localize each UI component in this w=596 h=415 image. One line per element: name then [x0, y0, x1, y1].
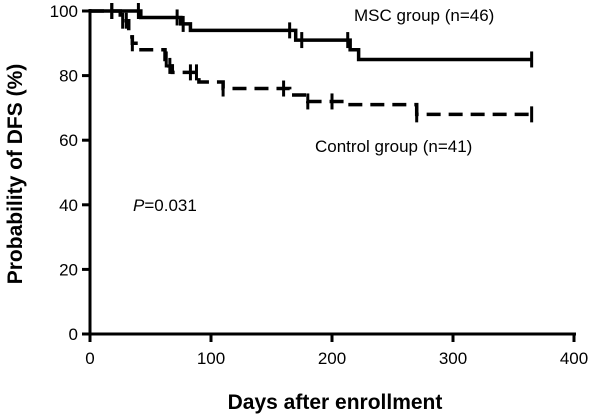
x-tick-label: 200	[318, 349, 346, 368]
y-axis-title: Probability of DFS (%)	[4, 64, 27, 285]
x-tick-label: 400	[560, 349, 588, 368]
y-tick-label: 0	[69, 325, 78, 344]
series-layer	[90, 3, 534, 123]
labels: Days after enrollment Probability of DFS…	[4, 6, 494, 414]
y-tick-label: 60	[59, 131, 78, 150]
p-value-annotation: P=0.031	[133, 196, 197, 215]
control-survival-curve	[90, 9, 532, 117]
msc-survival-curve	[90, 9, 532, 62]
y-tick-label: 80	[59, 67, 78, 86]
x-tick-label: 300	[439, 349, 467, 368]
p-value-number: =0.031	[144, 196, 196, 215]
x-axis-title: Days after enrollment	[228, 391, 443, 414]
y-tick-label: 100	[50, 2, 78, 21]
x-tick-label: 100	[197, 349, 225, 368]
control-group-label: Control group (n=41)	[315, 137, 472, 156]
x-tick-label: 0	[85, 349, 94, 368]
p-value-letter: P	[133, 196, 145, 215]
y-tick-label: 40	[59, 196, 78, 215]
y-tick-label: 20	[59, 260, 78, 279]
ticks: 0 100 200 300 400 0 20 40 60 80 100	[50, 2, 589, 368]
msc-group-label: MSC group (n=46)	[354, 6, 494, 25]
